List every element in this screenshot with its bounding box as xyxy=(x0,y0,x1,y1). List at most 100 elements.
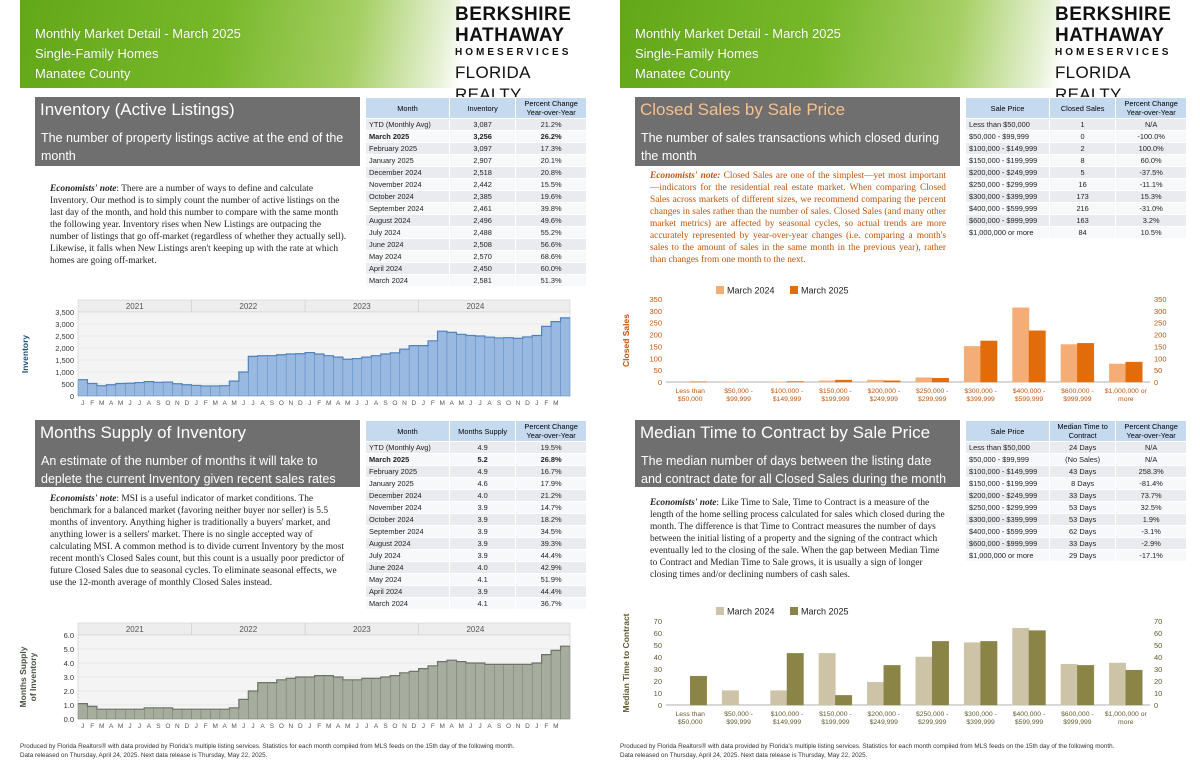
area-bar xyxy=(475,335,486,397)
table-cell: 49.6% xyxy=(515,214,587,227)
header: Monthly Market Detail - March 2025 Singl… xyxy=(0,0,600,104)
y-tick-label: 5.0 xyxy=(64,645,74,654)
bar-march-2024 xyxy=(721,690,739,706)
x-tick-label: $149,999 xyxy=(773,396,802,403)
bar-march-2024 xyxy=(1012,307,1030,383)
year-band xyxy=(77,299,571,313)
table-cell: YTD (Monthly Avg) xyxy=(365,441,450,454)
y2-tick-label: 0 xyxy=(1154,701,1158,710)
month-tick-label: S xyxy=(156,400,161,407)
x-tick-label: $299,999 xyxy=(918,396,947,403)
month-tick-label: M xyxy=(326,400,331,407)
table-cell: 55.2% xyxy=(515,226,587,239)
bar-march-2024 xyxy=(963,346,981,383)
table-cell: 56.6% xyxy=(515,238,587,251)
table-cell: 51.3% xyxy=(515,274,587,287)
month-tick-label: A xyxy=(450,723,455,730)
inventory-table: Month Inventory Percent Change Year-over-Y… xyxy=(365,97,587,287)
y2-tick-label: 300 xyxy=(1154,307,1167,316)
month-tick-label: M xyxy=(99,400,104,407)
table-cell: $200,000 - $249,999 xyxy=(965,166,1050,179)
note-text: : There are a number of ways to define a… xyxy=(50,184,347,266)
y-tick-label: 200 xyxy=(649,331,662,340)
area-bar xyxy=(465,662,476,720)
y-axis-label: Inventory xyxy=(20,335,30,374)
closed-sales-description: The number of sales transactions which c… xyxy=(641,131,940,163)
month-tick-label: M xyxy=(212,723,217,730)
y-tick-label: 150 xyxy=(649,342,662,351)
y-tick-label: 250 xyxy=(649,319,662,328)
area-bar xyxy=(560,317,571,397)
month-tick-label: J xyxy=(355,400,358,407)
logo-text-1: BERKSHIRE xyxy=(455,4,572,25)
table-cell: $400,000 - $599,999 xyxy=(965,525,1050,538)
area-bar xyxy=(248,690,258,720)
table-cell: Less than $50,000 xyxy=(965,441,1050,454)
table-row: $300,000 - $399,999 53 Days 1.9% xyxy=(965,513,1187,526)
table-header: Percent Change Year-over-Year xyxy=(1115,420,1187,442)
y2-tick-label: 50 xyxy=(1154,366,1162,375)
month-tick-label: M xyxy=(231,400,236,407)
area-bar xyxy=(267,355,277,397)
area-bar xyxy=(87,706,98,720)
area-bar xyxy=(484,664,495,720)
table-header: Months Supply xyxy=(448,420,517,442)
month-tick-label: N xyxy=(402,723,407,730)
table-cell: N/A xyxy=(1115,441,1187,454)
table-cell: 14.7% xyxy=(515,501,587,514)
logo-text-2: HATHAWAY xyxy=(1055,25,1165,46)
bar-march-2024 xyxy=(1109,662,1127,706)
table-row: October 2024 3.9 18.2% xyxy=(365,513,587,526)
bar-march-2024 xyxy=(1060,344,1078,383)
table-row: June 2024 4.0 42.9% xyxy=(365,561,587,574)
table-cell: July 2024 xyxy=(365,549,450,562)
month-tick-label: M xyxy=(553,723,558,730)
table-row: December 2024 2,518 20.8% xyxy=(365,166,587,179)
y-tick-label: 50 xyxy=(654,366,662,375)
x-tick-label: $399,999 xyxy=(966,396,995,403)
y-axis-label: Median Time to Contract xyxy=(621,613,631,712)
month-tick-label: D xyxy=(525,400,530,407)
y2-tick-label: 200 xyxy=(1154,331,1167,340)
table-cell: 3,097 xyxy=(448,142,517,155)
table-cell: March 2025 xyxy=(365,130,450,143)
area-bar xyxy=(257,682,268,720)
table-cell: 26.2% xyxy=(515,130,587,143)
area-bar xyxy=(541,654,552,720)
y2-tick-label: 10 xyxy=(1154,689,1162,698)
table-cell: March 2024 xyxy=(365,597,450,610)
table-cell: 258.3% xyxy=(1115,465,1187,478)
month-tick-label: J xyxy=(365,400,368,407)
x-tick-label: $150,000 - xyxy=(819,711,852,718)
bar-march-2024 xyxy=(770,690,788,706)
table-cell: 3.9 xyxy=(448,549,517,562)
table-cell: $250,000 - $299,999 xyxy=(965,178,1050,191)
month-tick-label: N xyxy=(516,723,521,730)
logo-text-3: HOMESERVICES xyxy=(455,47,572,58)
left-page: Monthly Market Detail - March 2025 Singl… xyxy=(0,0,600,759)
month-tick-label: F xyxy=(317,723,321,730)
area-bar xyxy=(484,337,495,397)
table-cell: 32.5% xyxy=(1115,501,1187,514)
area-bar xyxy=(465,335,476,397)
table-cell: June 2024 xyxy=(365,561,450,574)
legend-swatch-2024 xyxy=(716,286,724,294)
x-tick-label: $1,000,000 or xyxy=(1105,711,1148,718)
table-cell: 20.1% xyxy=(515,154,587,167)
table-row: May 2024 4.1 51.9% xyxy=(365,573,587,586)
month-tick-label: N xyxy=(289,723,294,730)
area-bar xyxy=(125,383,135,397)
month-tick-label: S xyxy=(497,723,502,730)
msi-description: An estimate of the number of months it w… xyxy=(41,454,336,486)
mtc-heading-box: Median Time to Contract by Sale Price Th… xyxy=(635,420,960,487)
x-tick-label: $399,999 xyxy=(966,719,995,726)
note-text: Closed Sales are one of the simplest—yet… xyxy=(650,171,946,265)
area-bar xyxy=(399,672,410,720)
table-cell: November 2024 xyxy=(365,178,450,191)
y-tick-label: 1,500 xyxy=(55,356,74,365)
area-bar xyxy=(87,383,98,397)
month-tick-label: A xyxy=(450,400,455,407)
month-tick-label: M xyxy=(440,400,445,407)
y-tick-label: 100 xyxy=(649,354,662,363)
